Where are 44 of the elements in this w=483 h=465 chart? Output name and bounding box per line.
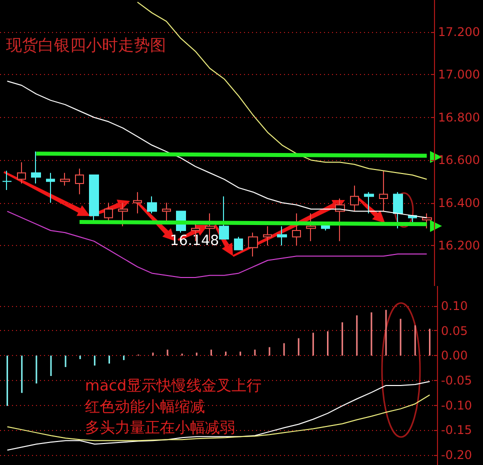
- y-tick-label: 0.00: [441, 348, 468, 363]
- candlestick: [364, 192, 374, 214]
- y-tick-label: 16.200: [438, 238, 480, 252]
- line-series: [6, 394, 430, 442]
- line-series: [136, 2, 428, 180]
- line-series: [6, 80, 428, 218]
- candlestick: [17, 162, 26, 184]
- candlestick: [46, 172, 55, 204]
- candlestick: [60, 172, 70, 186]
- y-tick-label: -0.15: [441, 423, 472, 438]
- y-tick-label: 17.200: [438, 25, 480, 40]
- candlestick: [379, 170, 388, 212]
- candlestick: [277, 226, 287, 246]
- y-tick-label: 16.600: [438, 153, 480, 168]
- candlestick: [75, 168, 84, 195]
- y-tick-label: -0.20: [441, 448, 472, 462]
- candlestick: [31, 151, 41, 184]
- y-tick-label: 16.400: [438, 196, 480, 210]
- annotation: 16.148: [170, 233, 219, 249]
- candlestick: [234, 236, 243, 250]
- y-tick-label: 16.800: [438, 110, 480, 124]
- candlestick: [248, 232, 258, 258]
- y-tick-label: 0.10: [441, 298, 468, 313]
- candlestick: [2, 170, 12, 190]
- candlestick: [118, 202, 128, 227]
- candlestick: [89, 174, 99, 222]
- candlestick: [263, 226, 272, 246]
- candlestick: [133, 192, 142, 214]
- annotation: macd显示快慢线金叉上行: [85, 376, 262, 394]
- candlestick: [350, 185, 359, 212]
- candlestick: [292, 212, 301, 246]
- candlestick: [104, 202, 113, 222]
- candlestick: [306, 212, 316, 242]
- candlestick: [219, 196, 229, 240]
- candlestick: [393, 192, 403, 229]
- line-series: [6, 210, 428, 278]
- text: 现货白银四小时走势图: [6, 36, 166, 54]
- annotation: 多头力量正在小幅减弱: [85, 418, 235, 436]
- y-tick-label: -0.10: [441, 398, 472, 412]
- y-tick-label: -0.05: [441, 373, 472, 388]
- candlestick: [147, 196, 157, 214]
- y-tick-label: 17.000: [438, 68, 480, 82]
- candlestick: [162, 202, 171, 222]
- y-tick-label: 0.05: [441, 324, 468, 338]
